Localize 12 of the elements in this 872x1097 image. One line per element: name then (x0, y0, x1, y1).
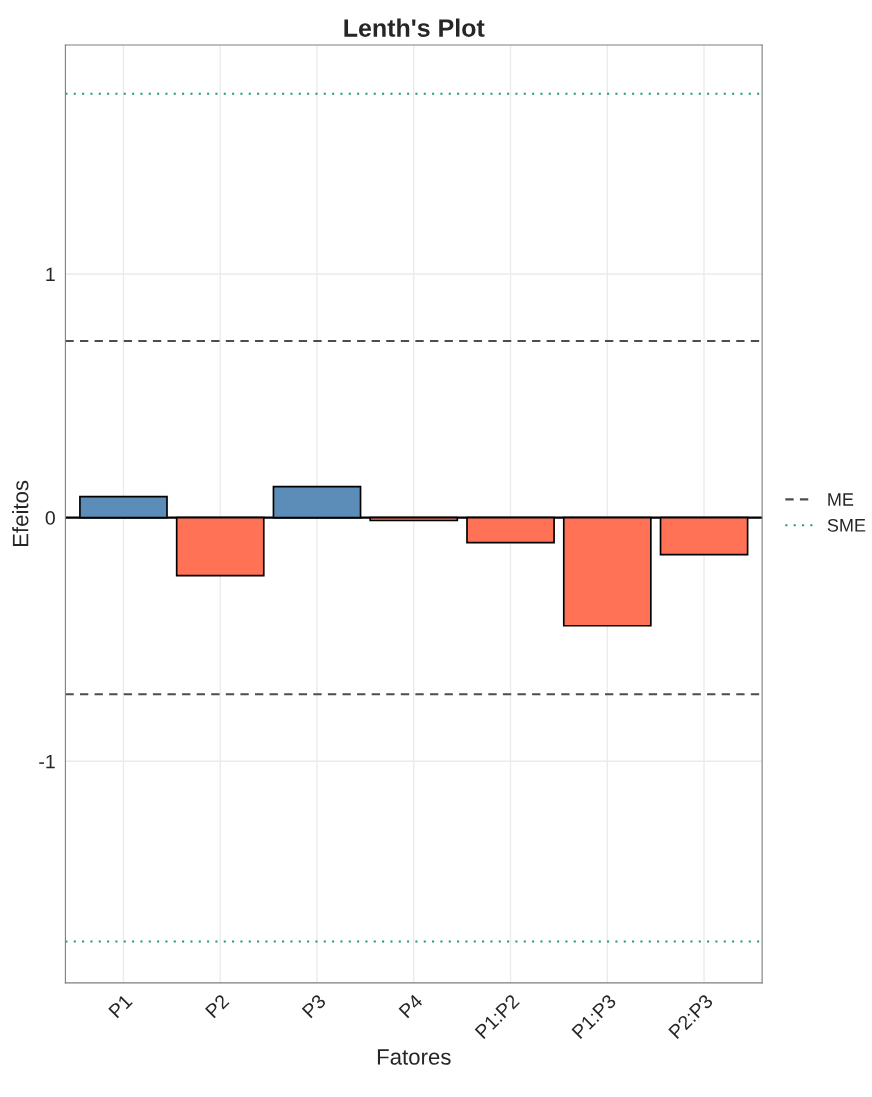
x-tick-label: P3 (301, 993, 327, 1019)
chart-title: Lenth's Plot (344, 18, 485, 37)
y-axis-title: Efeitos (12, 480, 29, 547)
x-axis-title: Fatores (377, 1049, 451, 1065)
y-tick-label: 1 (46, 267, 55, 282)
y-tick-label: 0 (45, 511, 55, 525)
legend-label: SME (827, 518, 866, 532)
x-tick-label: P1 (108, 993, 133, 1019)
legend-label: ME (828, 493, 854, 506)
x-tick-label: P2 (204, 993, 230, 1019)
y-tick-label: -1 (39, 754, 55, 769)
x-tick-label: P4 (398, 993, 424, 1019)
